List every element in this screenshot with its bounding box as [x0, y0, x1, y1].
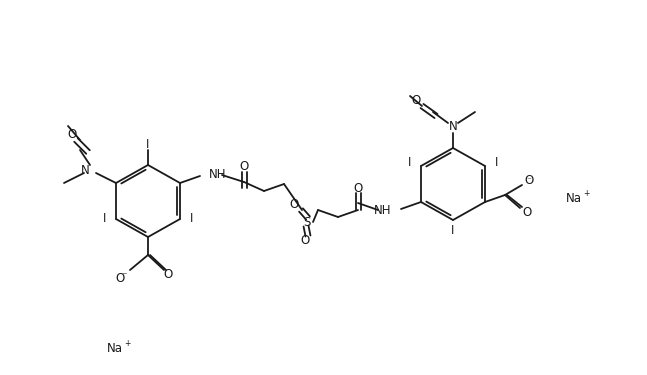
Text: ⁻: ⁻: [121, 271, 127, 281]
Text: NH: NH: [373, 204, 391, 216]
Text: Na: Na: [107, 342, 123, 354]
Text: I: I: [495, 156, 498, 170]
Text: I: I: [103, 211, 106, 225]
Text: O: O: [353, 182, 362, 195]
Text: I: I: [190, 211, 193, 225]
Text: O: O: [411, 93, 421, 106]
Text: +: +: [124, 339, 130, 348]
Text: +: +: [583, 189, 589, 198]
Text: S: S: [303, 216, 311, 228]
Text: O: O: [524, 174, 533, 188]
Text: O: O: [164, 268, 173, 282]
Text: N: N: [448, 120, 457, 134]
Text: I: I: [452, 224, 455, 237]
Text: O: O: [239, 160, 248, 174]
Text: O: O: [300, 234, 310, 248]
Text: O: O: [290, 198, 299, 211]
Text: N: N: [82, 164, 90, 177]
Text: NH: NH: [209, 168, 226, 182]
Text: O: O: [115, 273, 125, 285]
Text: O: O: [67, 128, 76, 141]
Text: ⁻: ⁻: [526, 177, 531, 186]
Text: I: I: [408, 156, 411, 170]
Text: O: O: [522, 207, 532, 219]
Text: Na: Na: [566, 192, 582, 204]
Text: I: I: [146, 138, 149, 150]
